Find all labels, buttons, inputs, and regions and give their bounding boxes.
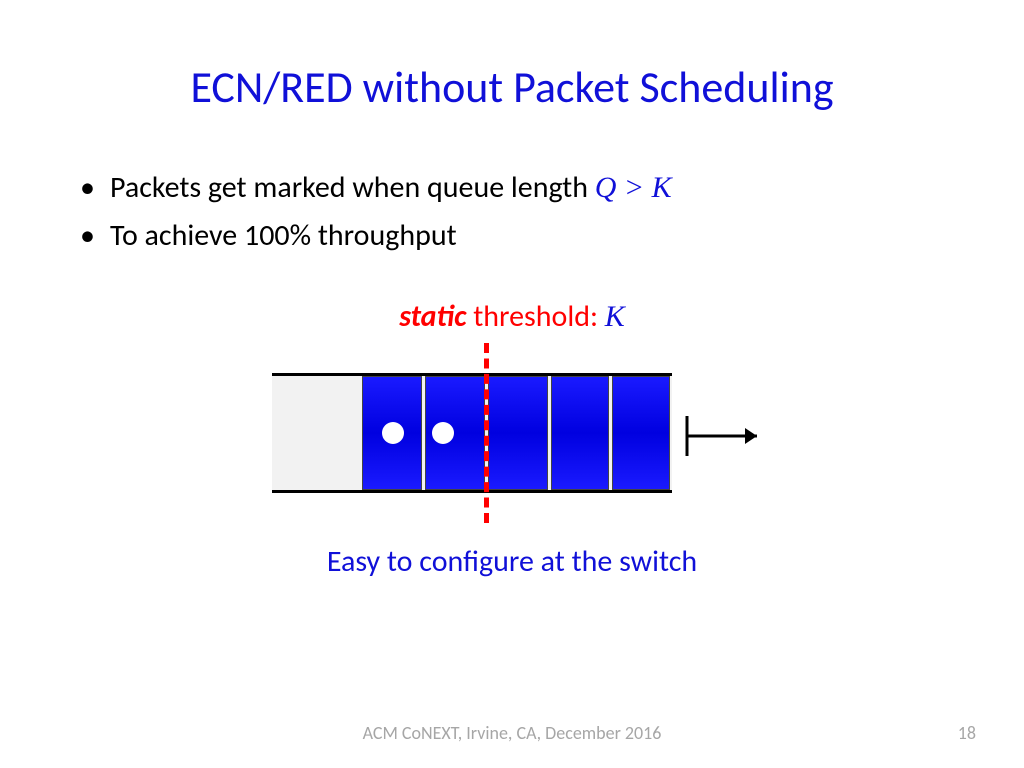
threshold-line bbox=[484, 343, 489, 523]
page-number: 18 bbox=[958, 722, 976, 744]
bullet-item: To achieve 100% throughput bbox=[80, 212, 944, 260]
threshold-static-word: static bbox=[399, 298, 466, 335]
bullet-list: Packets get marked when queue length Q >… bbox=[0, 114, 1024, 260]
slide-title: ECN/RED without Packet Scheduling bbox=[0, 0, 1024, 114]
marked-dot-icon bbox=[432, 422, 454, 444]
marked-dot-icon bbox=[382, 422, 404, 444]
threshold-label: static threshold: K bbox=[0, 298, 1024, 335]
bullet-text: To achieve 100% throughput bbox=[110, 217, 457, 254]
bullet-item: Packets get marked when queue length Q >… bbox=[80, 164, 944, 212]
packet bbox=[551, 376, 609, 490]
queue-diagram bbox=[262, 353, 762, 513]
footer: ACM CoNEXT, Irvine, CA, December 2016 bbox=[0, 722, 1024, 744]
packet bbox=[612, 376, 670, 490]
bullet-text: Packets get marked when queue length bbox=[110, 169, 595, 206]
threshold-rest: threshold: bbox=[466, 298, 604, 335]
caption: Easy to configure at the switch bbox=[0, 543, 1024, 580]
threshold-var: K bbox=[605, 300, 625, 333]
packet bbox=[488, 376, 548, 490]
arrow-icon bbox=[682, 411, 772, 461]
math-expr: Q > K bbox=[595, 171, 672, 204]
